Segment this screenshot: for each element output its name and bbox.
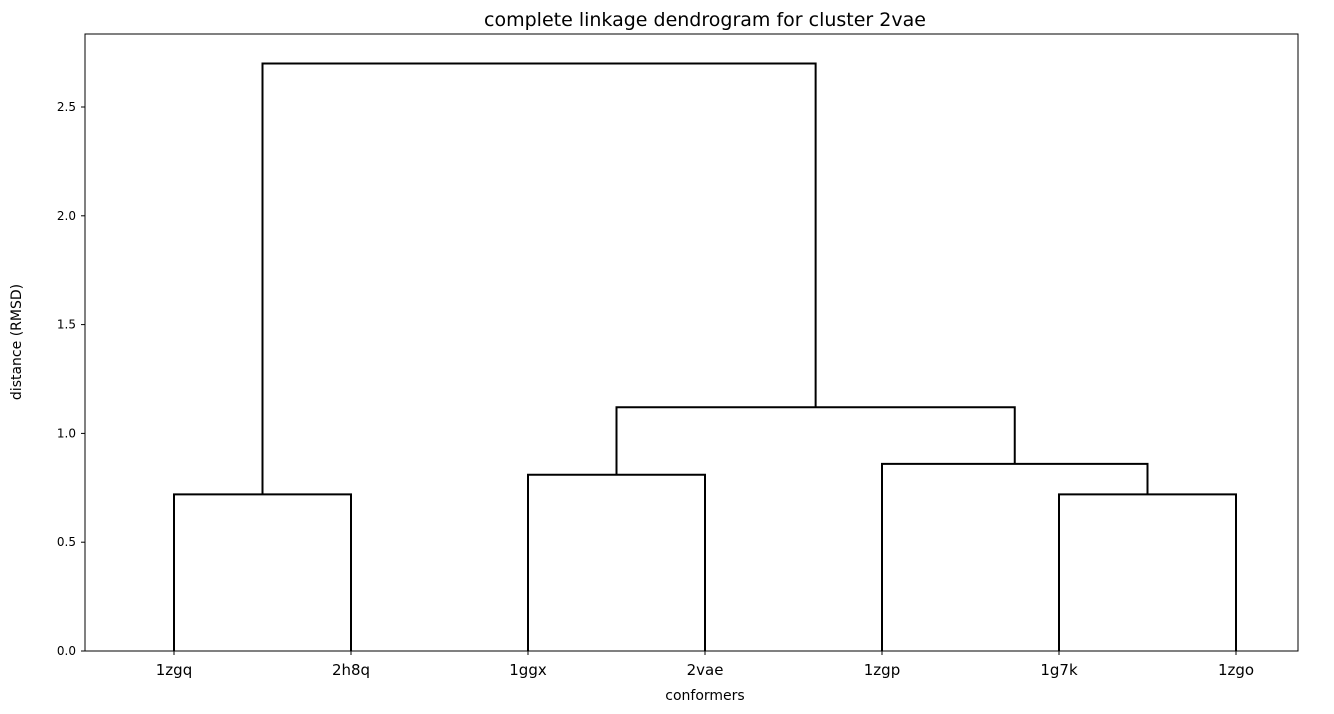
dendrogram-link-2 xyxy=(527,473,706,651)
leaf-label: 1zgp xyxy=(864,661,900,679)
y-tick-label: 0.0 xyxy=(57,644,76,658)
y-axis-ticks: 0.0 0.5 1.0 1.5 2.0 2.5 xyxy=(57,100,85,658)
dendrogram-link-1 xyxy=(173,493,352,651)
y-tick-label: 2.0 xyxy=(57,209,76,223)
x-axis-label: conformers xyxy=(665,688,744,704)
y-axis-label: distance (RMSD) xyxy=(9,284,25,400)
leaf-label: 1ggx xyxy=(509,661,547,679)
leaf-label: 1zgq xyxy=(156,661,192,679)
dendrogram-links xyxy=(173,62,1237,651)
y-tick-label: 1.0 xyxy=(57,426,76,440)
dendrogram-link-4 xyxy=(881,462,1149,651)
dendrogram-link-3 xyxy=(1058,493,1237,651)
y-tick-label: 0.5 xyxy=(57,535,76,549)
y-tick-label: 2.5 xyxy=(57,100,76,114)
y-tick-label: 1.5 xyxy=(57,318,76,332)
leaf-label: 1zgo xyxy=(1218,661,1254,679)
plot-frame xyxy=(84,33,1299,652)
dendrogram-link-6 xyxy=(261,62,817,495)
leaf-label: 1g7k xyxy=(1040,661,1078,679)
leaf-label: 2vae xyxy=(687,661,724,679)
x-axis-ticks: 1zgq 2h8q 1ggx 2vae 1zgp 1g7k 1zgo xyxy=(156,651,1254,679)
leaf-label: 2h8q xyxy=(332,661,370,679)
chart-title: complete linkage dendrogram for cluster … xyxy=(484,9,926,31)
